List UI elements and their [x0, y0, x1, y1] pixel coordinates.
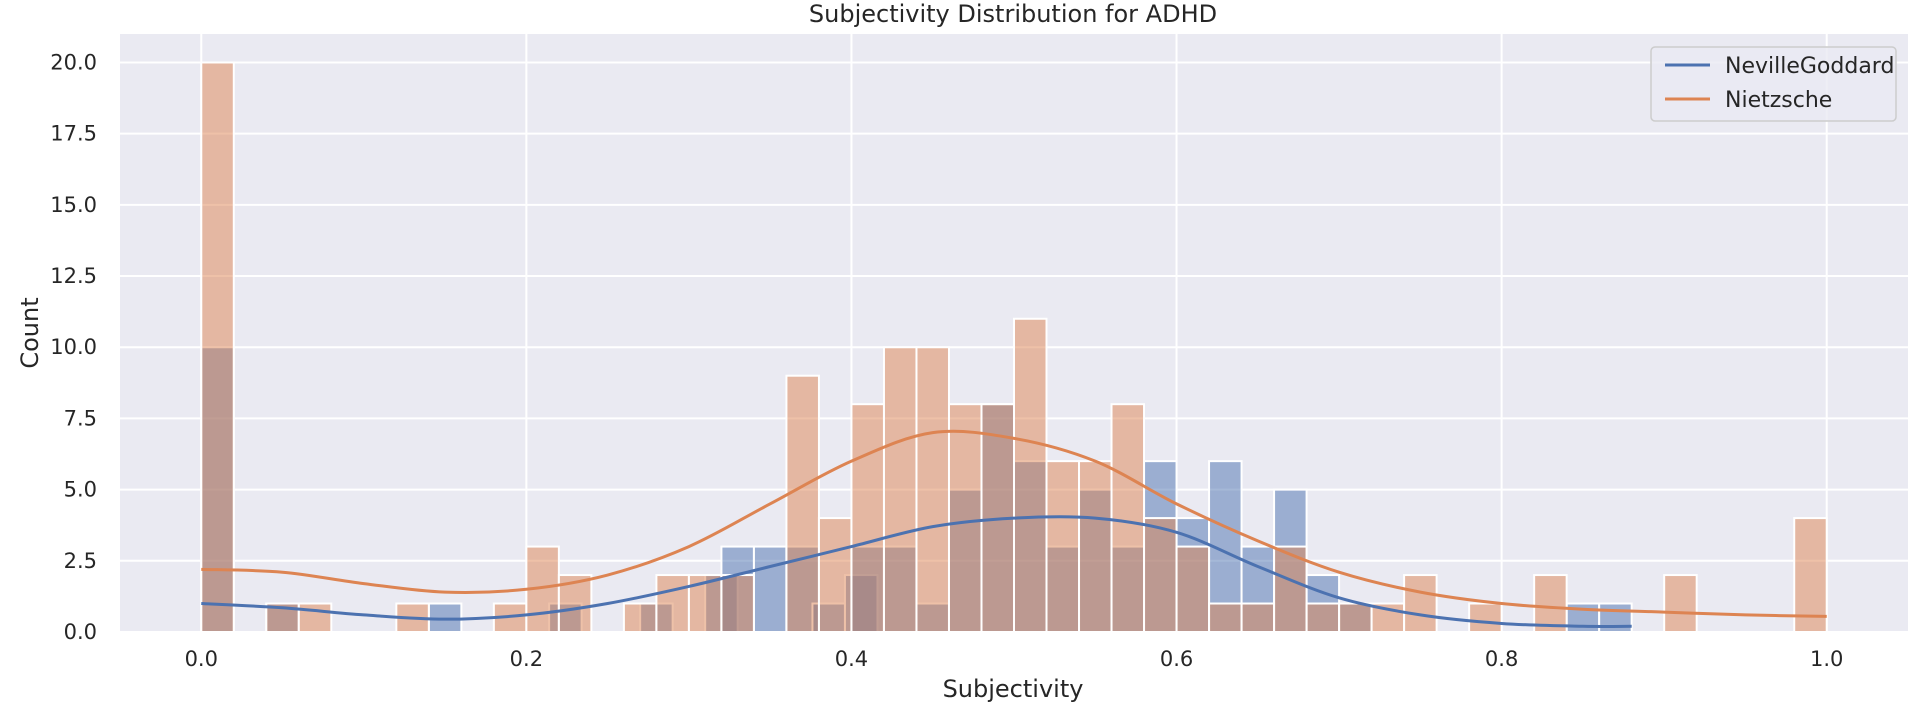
- bar-nietzsche-24: [1208, 602, 1243, 633]
- y-tick-label: 10.0: [50, 335, 97, 359]
- x-tick-label: 0.8: [1485, 647, 1518, 671]
- bar-nietzsche-34: [1793, 517, 1828, 633]
- y-axis-title: Count: [16, 297, 44, 368]
- bar-nietzsche-2: [297, 602, 333, 633]
- x-tick-label: 0.2: [510, 647, 543, 671]
- bars-nietzsche: [200, 61, 1828, 634]
- y-tick-label: 2.5: [64, 549, 97, 573]
- y-tick-label: 0.0: [64, 620, 97, 644]
- kde-line-nietzsche: [201, 429, 1827, 618]
- axis-ticks: 0.0 0.2 0.4 0.6 0.8 1.0 0.0 2.5 5.0 7.5 10.0 12.5 15…: [50, 50, 1843, 671]
- y-tick-label: 5.0: [64, 478, 97, 502]
- bar-nietzsche-31: [1468, 602, 1503, 633]
- legend: NevilleGoddard Nietzsche: [1650, 46, 1897, 122]
- bar-nietzsche-21: [1110, 403, 1146, 634]
- legend-label-nietzsche: Nietzsche: [1725, 88, 1832, 113]
- bar-nietzsche-14: [882, 346, 918, 633]
- x-tick-label: 0.4: [835, 647, 868, 671]
- y-tick-label: 12.5: [50, 264, 97, 288]
- chart-title: Subjectivity Distribution for ADHD: [809, 0, 1217, 28]
- bar-nietzsche-30: [1403, 574, 1438, 633]
- legend-frame: [1650, 46, 1897, 122]
- bar-nietzsche-15: [915, 346, 950, 633]
- bar-nietzsche-8: [655, 574, 690, 633]
- kde-curves: [201, 429, 1827, 629]
- bar-nietzsche-16: [947, 403, 983, 634]
- bar-nietzsche-32: [1533, 574, 1568, 633]
- bar-nietzsche-18: [1013, 317, 1048, 633]
- bar-nietzsche-26: [1273, 545, 1308, 633]
- legend-label-nevillegoddard: NevilleGoddard: [1725, 54, 1894, 79]
- bar-nietzsche-22: [1143, 517, 1178, 633]
- bar-nietzsche-0: [200, 61, 235, 633]
- bar-nietzsche-33: [1663, 574, 1698, 633]
- bar-nietzsche-13: [850, 403, 885, 634]
- y-tick-label: 17.5: [50, 122, 97, 146]
- bar-nietzsche-23: [1175, 545, 1211, 633]
- x-tick-label: 1.0: [1810, 647, 1843, 671]
- bar-nietzsche-11: [785, 374, 820, 633]
- y-tick-label: 20.0: [50, 50, 97, 74]
- bar-nietzsche-20: [1078, 460, 1113, 633]
- bar-nietzsche-25: [1240, 602, 1276, 633]
- kde-line-nevillegoddard: [201, 515, 1632, 629]
- bar-nietzsche-19: [1045, 460, 1081, 633]
- bar-nietzsche-28: [1338, 602, 1373, 633]
- x-tick-label: 0.6: [1160, 647, 1193, 671]
- x-axis-title: Subjectivity: [943, 675, 1084, 703]
- bar-nietzsche-10: [720, 574, 755, 633]
- bar-nevillegoddard-7: [752, 545, 788, 633]
- x-tick-label: 0.0: [185, 647, 218, 671]
- y-tick-label: 15.0: [50, 193, 97, 217]
- bar-nietzsche-27: [1305, 602, 1341, 633]
- bar-nietzsche-7: [622, 602, 658, 633]
- bar-nietzsche-12: [817, 517, 853, 633]
- y-tick-label: 7.5: [64, 406, 97, 430]
